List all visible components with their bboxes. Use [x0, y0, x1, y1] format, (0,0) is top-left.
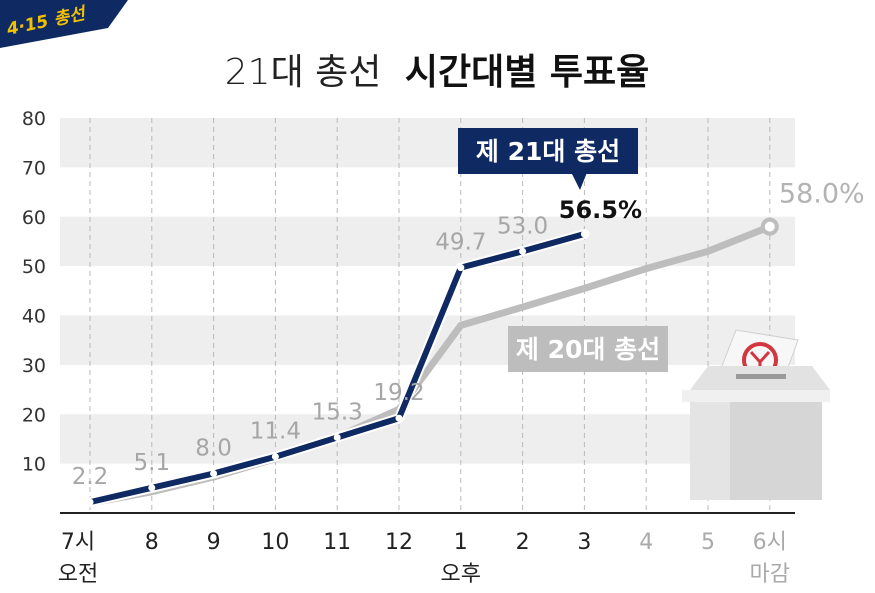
chart-title: 21대 총선 시간대별 투표율	[225, 52, 649, 93]
ballot-box-icon	[682, 329, 830, 500]
series-21-point	[395, 414, 403, 422]
chart-title-bold: 시간대별 투표율	[405, 52, 649, 93]
x-tick-label: 8	[145, 530, 159, 555]
x-tick-label: 12	[385, 530, 413, 555]
x-tick-label: 6시	[753, 530, 787, 555]
x-tick-label: 9	[207, 530, 221, 555]
series-21-data-label: 5.1	[134, 450, 171, 476]
y-tick-label: 20	[22, 404, 46, 426]
series-21-data-label: 53.0	[497, 213, 548, 239]
chart-title-light: 21대 총선	[225, 52, 382, 93]
series-20-end-point	[760, 217, 779, 236]
series-21-data-label: 11.4	[250, 419, 301, 445]
x-tick-label: 3	[577, 530, 591, 555]
x-tick-label: 4	[639, 530, 653, 555]
y-axis-ticks: 10 20 30 40 50 60 70 80	[22, 108, 46, 476]
y-tick-label: 10	[22, 454, 46, 476]
x-tick-label: 5	[701, 530, 715, 555]
corner-badge: 4·15 총선	[0, 0, 128, 48]
x-tick-label: 10	[261, 530, 289, 555]
series-20-data-label: 58.0%	[779, 179, 865, 210]
y-tick-label: 60	[22, 207, 46, 229]
data-labels: 2.2 5.1 8.0 11.4 15.3 19.2 49.7 53.0 56.5% 58.0%	[72, 179, 865, 491]
series-21-point	[148, 484, 156, 492]
x-tick-sublabel: 오전	[58, 562, 98, 587]
legend-20th-label: 제 20대 총선	[516, 335, 660, 364]
legend-21st: 제 21대 총선	[458, 128, 638, 190]
x-tick-label: 1	[454, 530, 468, 555]
x-tick-label: 2	[516, 530, 530, 555]
series-21-data-label: 15.3	[312, 399, 363, 425]
y-tick-label: 70	[22, 157, 46, 179]
legend-20th: 제 20대 총선	[508, 326, 668, 372]
series-21st-election	[85, 229, 590, 508]
y-tick-label: 30	[22, 355, 46, 377]
series-21-point	[210, 470, 218, 477]
series-21-data-label: 8.0	[195, 436, 232, 462]
series-21-point	[457, 264, 465, 272]
legend-21st-label: 제 21대 총선	[476, 137, 620, 166]
series-21-point	[271, 453, 279, 461]
series-21-data-label: 56.5%	[559, 196, 642, 224]
x-tick-label: 11	[323, 530, 351, 555]
series-21-point	[86, 498, 94, 506]
x-tick-label: 7시	[61, 530, 95, 555]
y-tick-label: 80	[22, 108, 46, 130]
y-tick-label: 40	[22, 306, 46, 328]
x-tick-sublabel: 오후	[441, 562, 481, 587]
series-21-point	[333, 433, 341, 441]
series-21-data-label: 19.2	[373, 380, 424, 406]
y-tick-label: 50	[22, 256, 46, 278]
series-21-data-label: 49.7	[435, 230, 486, 256]
series-21-point	[519, 247, 527, 255]
plot-band	[60, 414, 795, 464]
plot-band	[60, 118, 795, 168]
plot-bands	[60, 118, 795, 464]
gridlines	[89, 118, 771, 513]
series-21-data-label: 2.2	[72, 464, 109, 490]
series-21-point	[580, 230, 588, 238]
x-tick-sublabel: 마감	[750, 562, 790, 587]
